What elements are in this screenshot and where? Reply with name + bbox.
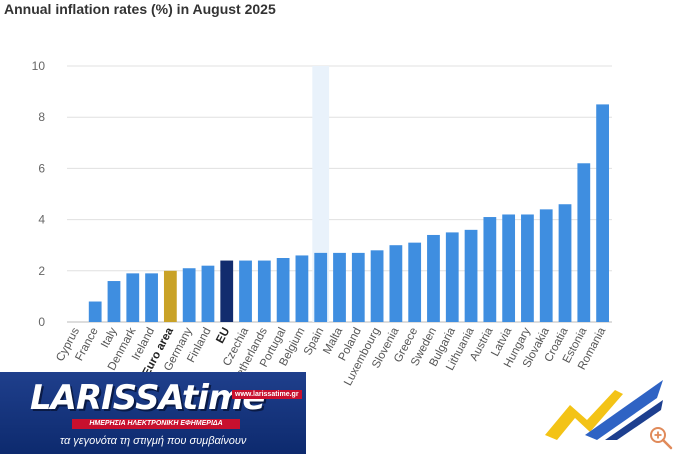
bar-czechia xyxy=(239,260,252,322)
bar-austria xyxy=(483,217,497,322)
bar-sweden xyxy=(427,234,440,322)
y-tick-label: 6 xyxy=(38,161,45,175)
chart-title: Annual inflation rates (%) in August 202… xyxy=(4,1,276,17)
bar-netherlands xyxy=(257,260,271,322)
bar-slovakia xyxy=(539,209,553,322)
y-tick-label: 0 xyxy=(38,315,45,329)
brand-mark-icon xyxy=(545,380,663,440)
bar-germany xyxy=(182,268,196,322)
bar-italy xyxy=(107,281,121,322)
logo-wordmark: LARISSAtime xyxy=(30,378,265,418)
bar-denmark xyxy=(126,273,140,322)
zoom-in-icon[interactable] xyxy=(648,425,674,451)
bar-romania xyxy=(596,104,609,323)
bar-france xyxy=(88,301,102,322)
bar-bulgaria xyxy=(445,232,459,322)
y-tick-label: 10 xyxy=(32,59,46,73)
bar-malta xyxy=(333,252,346,322)
larissatime-logo: LARISSAtime www.larissatime.gr ΗΜΕΡΗΣΙΑ … xyxy=(0,372,306,454)
logo-tagline: ΗΜΕΡΗΣΙΑ ΗΛΕΚΤΡΟΝΙΚΗ ΕΦΗΜΕΡΙΔΑ xyxy=(72,419,240,429)
bar-finland xyxy=(201,265,215,322)
bar-estonia xyxy=(577,163,591,322)
bar-poland xyxy=(351,252,365,322)
bar-euro-area xyxy=(163,270,177,322)
bar-eu xyxy=(220,260,234,322)
bar-lithuania xyxy=(464,229,478,322)
bar-belgium xyxy=(295,255,309,322)
bar-ireland xyxy=(145,273,158,322)
y-tick-label: 2 xyxy=(38,264,45,278)
y-tick-label: 8 xyxy=(38,110,45,124)
logo-slogan: τα γεγονότα τη στιγμή που συμβαίνουν xyxy=(60,435,247,447)
logo-url: www.larissatime.gr xyxy=(232,390,302,399)
bar-spain xyxy=(314,252,328,322)
x-tick-label: EU xyxy=(214,326,232,346)
bar-luxembourg xyxy=(370,250,384,322)
y-tick-label: 4 xyxy=(38,213,45,227)
bar-portugal xyxy=(276,258,290,322)
bar-croatia xyxy=(558,204,572,322)
bar-latvia xyxy=(502,214,516,322)
bar-slovenia xyxy=(389,245,403,322)
bar-hungary xyxy=(521,214,534,322)
bar-greece xyxy=(408,242,422,322)
